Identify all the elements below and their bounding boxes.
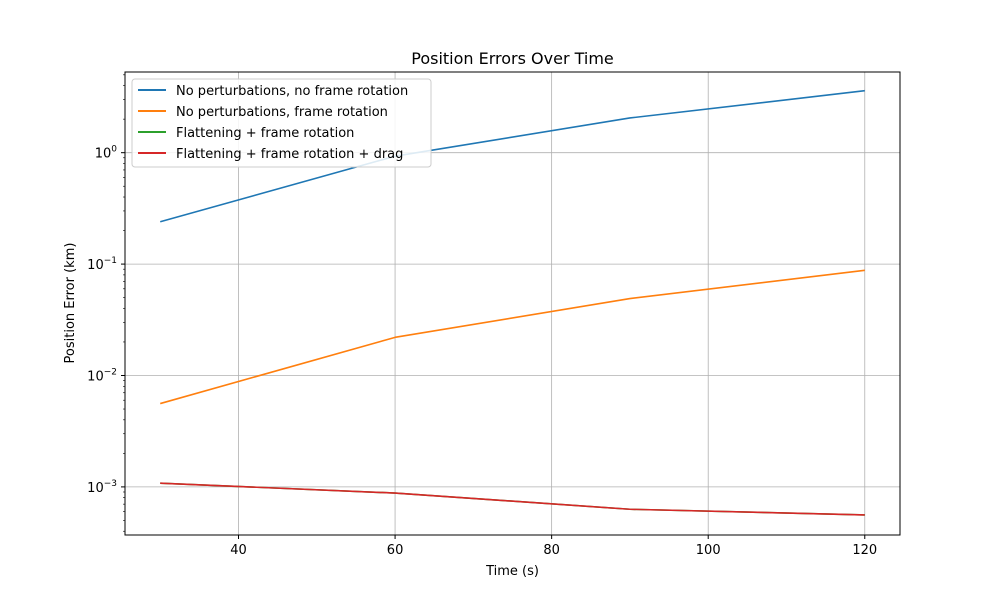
series-line (160, 269, 865, 405)
x-tick-label: 40 (230, 543, 247, 558)
legend: No perturbations, no frame rotation No pe… (131, 78, 432, 168)
series-layer (160, 89, 865, 516)
y-axis: 10−3 10−2 10−1 100 (87, 74, 125, 532)
x-tick-label: 60 (387, 543, 404, 558)
legend-box (131, 78, 432, 168)
y-tick-label: 10−3 (87, 479, 117, 496)
y-tick-label: 100 (95, 145, 118, 162)
y-axis-label: Position Error (km) (63, 243, 78, 364)
x-tick-label: 120 (852, 543, 877, 558)
legend-label: No perturbations, frame rotation (176, 105, 388, 120)
legend-label: Flattening + frame rotation + drag (176, 147, 403, 162)
x-tick-label: 80 (543, 543, 560, 558)
legend-label: No perturbations, no frame rotation (176, 84, 408, 99)
series-line (160, 482, 865, 516)
legend-label: Flattening + frame rotation (176, 126, 354, 141)
x-axis: 40 60 80 100 120 (230, 535, 877, 558)
chart-title: Position Errors Over Time (411, 49, 614, 68)
x-tick-label: 100 (696, 543, 721, 558)
series-line (160, 89, 865, 223)
plot-area-frame (124, 71, 901, 536)
y-tick-label: 10−1 (87, 256, 117, 273)
y-tick-label: 10−2 (87, 367, 117, 384)
x-axis-label: Time (s) (485, 564, 539, 579)
